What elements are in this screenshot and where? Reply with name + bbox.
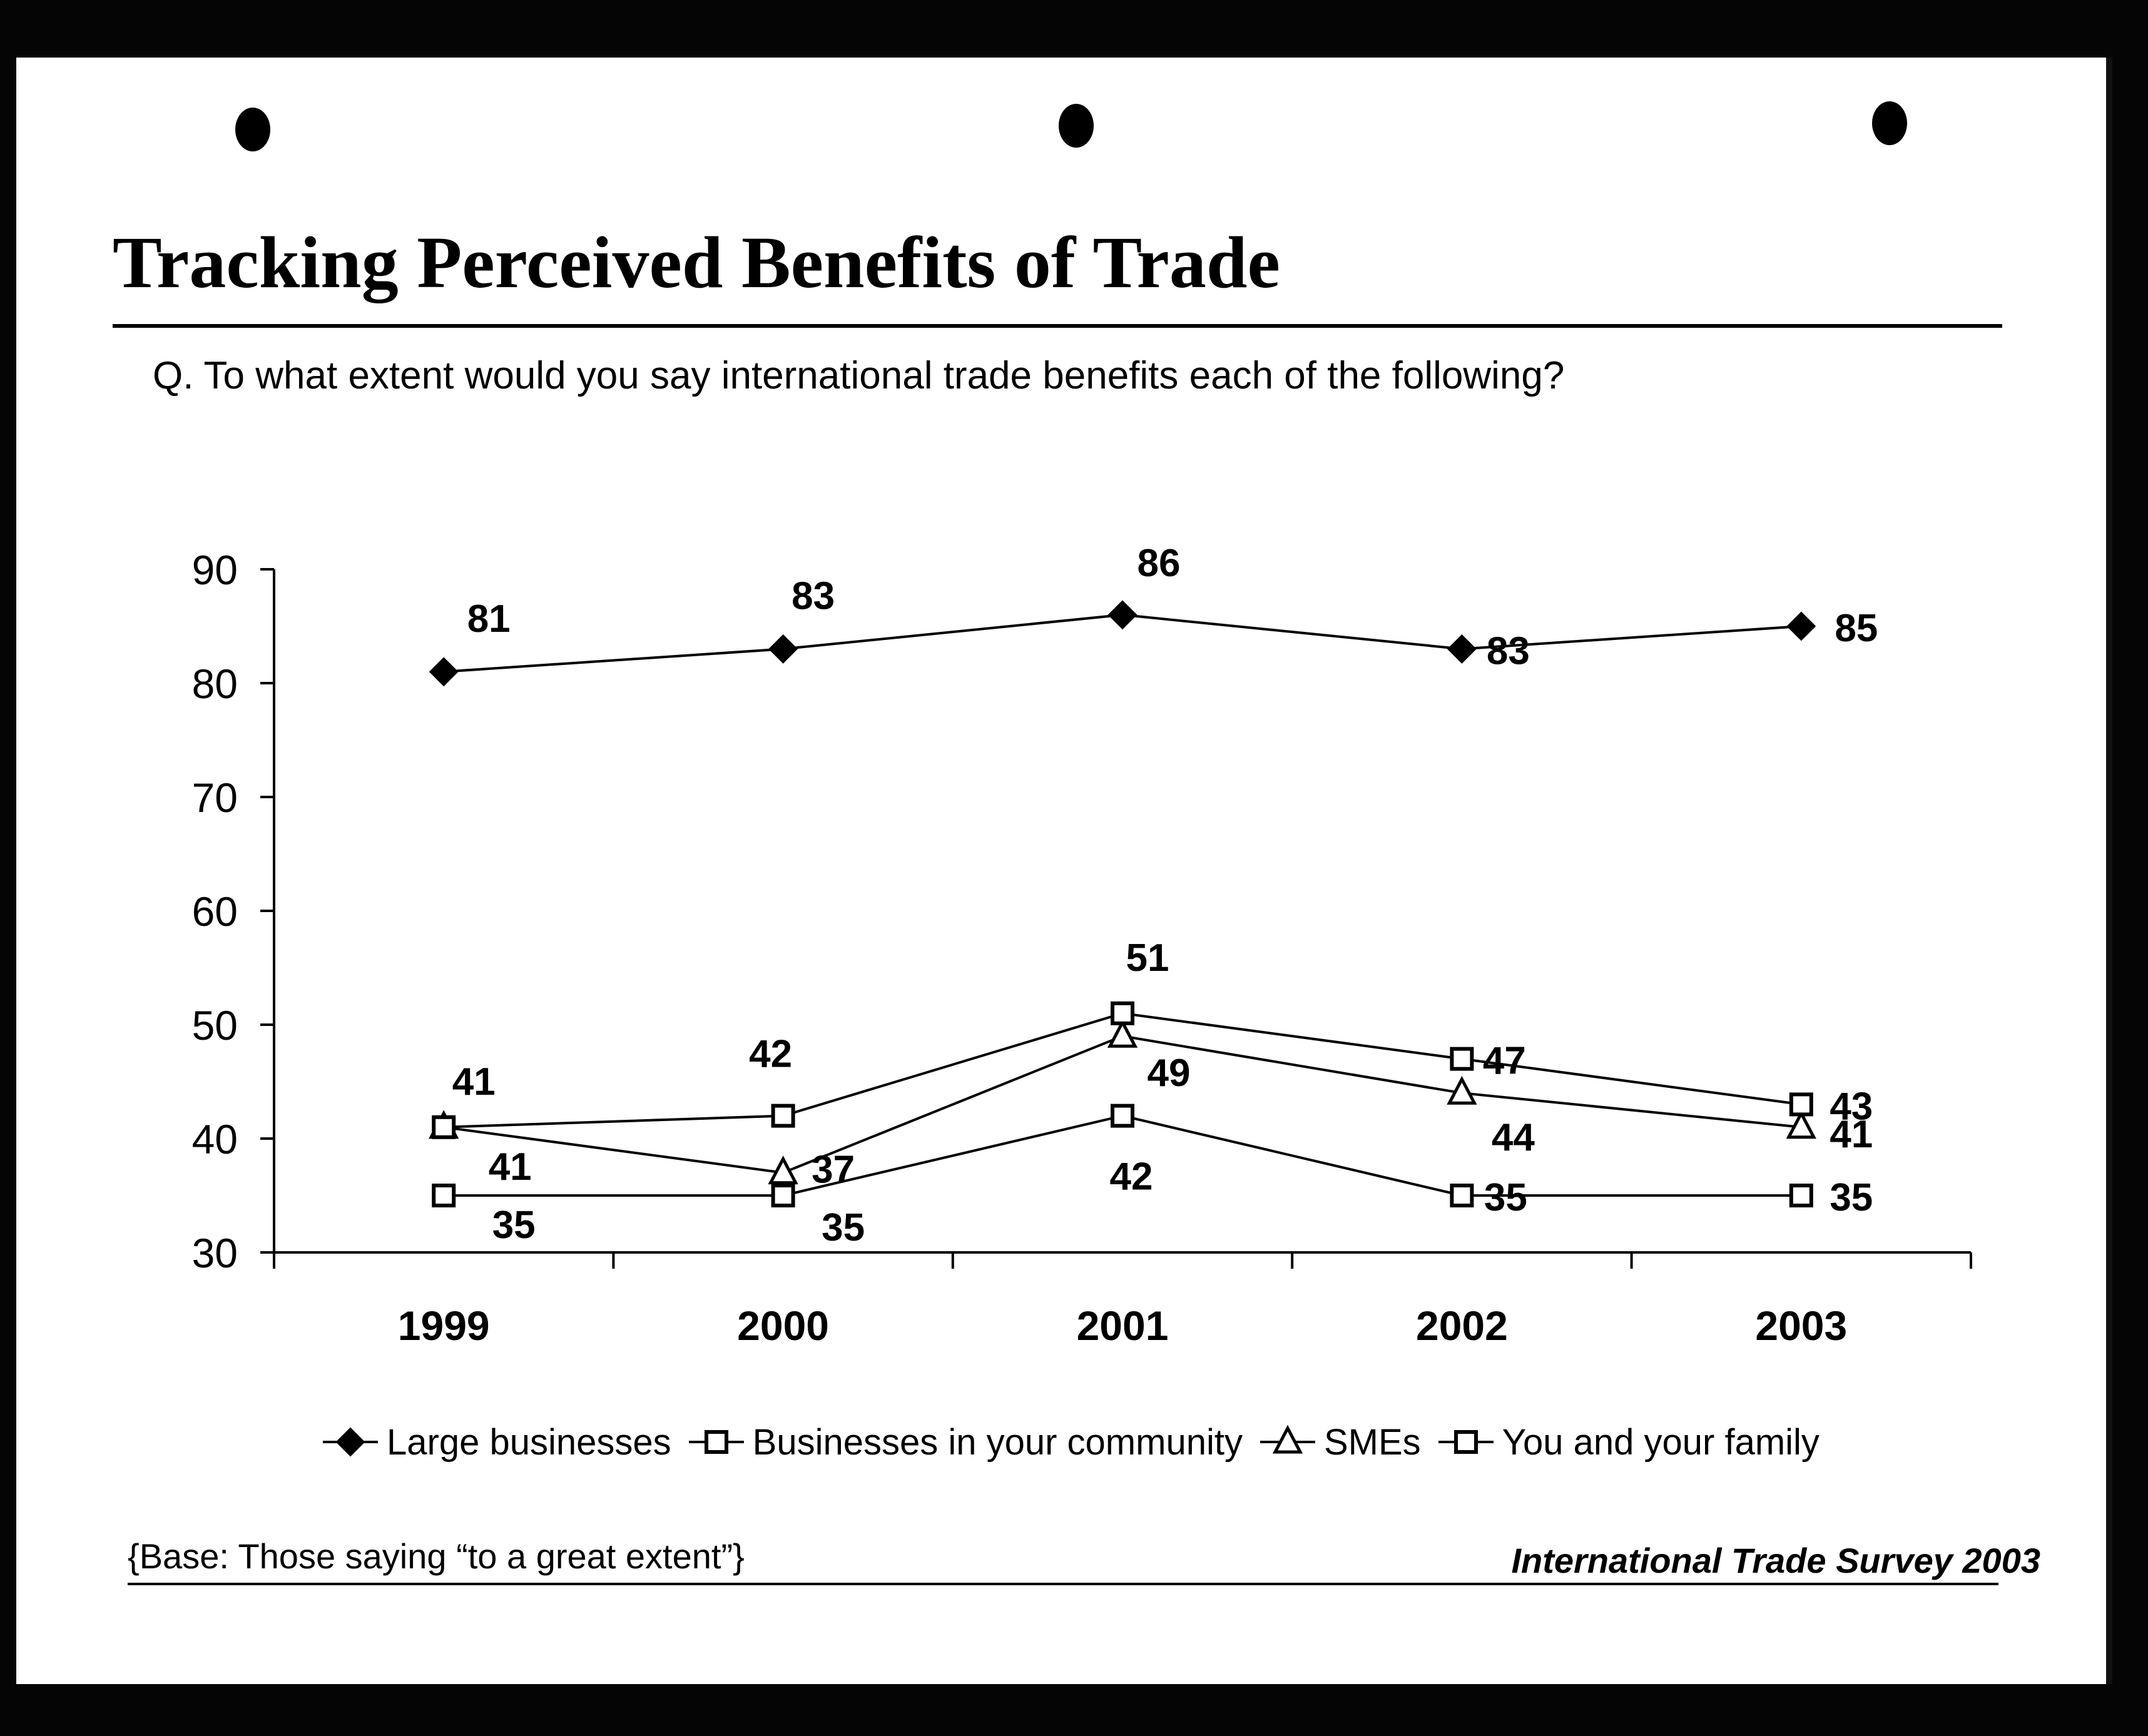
y-tick-label: 60	[192, 888, 238, 935]
data-label: 51	[1126, 937, 1169, 980]
data-point-marker	[1111, 1001, 1134, 1025]
legend-label: SMEs	[1323, 1421, 1421, 1463]
data-label: 43	[1830, 1085, 1873, 1128]
x-tick-label: 2003	[1755, 1302, 1847, 1349]
legend-swatch-icon	[688, 1430, 744, 1454]
data-label: 81	[467, 597, 511, 641]
data-label: 85	[1835, 607, 1878, 650]
legend-item: Businesses in your community	[685, 1421, 1243, 1463]
chart-title: Tracking Perceived Benefits of Trade	[113, 221, 1280, 303]
data-point-marker	[1789, 1184, 1813, 1207]
legend-swatch-icon	[323, 1427, 378, 1457]
data-label: 42	[1110, 1155, 1153, 1199]
data-point-marker	[1789, 1092, 1813, 1117]
legend-marker	[1453, 1430, 1478, 1454]
x-tick-label: 1999	[398, 1302, 490, 1349]
data-point-marker	[1450, 1184, 1474, 1207]
data-label: 49	[1148, 1052, 1191, 1095]
legend-marker	[704, 1430, 728, 1454]
source-note: International Trade Survey 2003	[1511, 1541, 2040, 1580]
y-tick-label: 40	[192, 1116, 238, 1162]
x-tick-label: 2002	[1416, 1302, 1508, 1349]
base-note: {Base: Those saying “to a great extent”}	[128, 1536, 745, 1576]
data-point-marker	[771, 1184, 795, 1207]
legend-marker	[335, 1427, 365, 1457]
chart-series	[429, 600, 1816, 1207]
data-label: 44	[1492, 1116, 1535, 1159]
data-label: 86	[1138, 542, 1181, 585]
data-point-marker	[1447, 1075, 1477, 1105]
data-label: 41	[489, 1145, 532, 1189]
data-point-marker	[771, 1104, 795, 1128]
data-label: 83	[792, 574, 835, 617]
x-tick-label: 2001	[1077, 1302, 1169, 1349]
legend-item: SMEs	[1256, 1421, 1421, 1463]
data-point-marker	[432, 1115, 456, 1139]
punch-hole-icon	[1872, 101, 1907, 145]
punch-hole-icon	[235, 108, 270, 151]
data-point-marker	[1786, 611, 1816, 641]
legend-marker	[1272, 1424, 1303, 1454]
punch-hole-icon	[1059, 104, 1094, 148]
data-point-marker	[1111, 1104, 1134, 1128]
legend-label: You and your family	[1502, 1421, 1820, 1463]
footer-divider	[128, 1583, 1998, 1585]
y-tick-label: 30	[192, 1230, 238, 1276]
data-label: 35	[1484, 1176, 1527, 1219]
data-point-marker	[1447, 634, 1477, 664]
data-point-marker	[432, 1184, 456, 1207]
data-point-marker	[768, 634, 798, 664]
y-tick-label: 50	[192, 1002, 238, 1048]
chart-legend: Large businesses Businesses in your commu…	[319, 1417, 1833, 1467]
line-chart: 30 40 50 60 70 80 90 1999 2000 2001 2002 2003 81 83 8…	[192, 542, 1972, 1349]
survey-question: Q. To what extent would you say internat…	[153, 354, 1565, 397]
data-label: 35	[822, 1206, 865, 1249]
data-label: 47	[1483, 1040, 1526, 1083]
data-point-marker	[1107, 600, 1138, 630]
legend-item: Large businesses	[319, 1421, 671, 1463]
data-point-marker	[429, 657, 459, 687]
data-label: 83	[1487, 629, 1530, 673]
data-point-marker	[1450, 1047, 1474, 1071]
x-tick-label: 2000	[737, 1302, 829, 1349]
legend-swatch-icon	[1438, 1430, 1494, 1454]
chart-axes: 30 40 50 60 70 80 90 1999 2000 2001 2002 2003	[192, 547, 1972, 1349]
data-label: 41	[1830, 1113, 1873, 1156]
y-tick-label: 90	[192, 547, 238, 593]
data-label: 35	[492, 1204, 536, 1247]
data-label: 41	[452, 1060, 496, 1104]
legend-item: You and your family	[1435, 1421, 1820, 1463]
title-divider	[113, 324, 2002, 328]
y-tick-label: 80	[192, 661, 238, 707]
legend-label: Businesses in your community	[752, 1421, 1243, 1463]
data-point-marker	[1786, 1110, 1816, 1139]
data-point-marker	[768, 1155, 798, 1185]
legend-swatch-icon	[1260, 1424, 1315, 1454]
slide-page	[16, 58, 2112, 1684]
data-point-marker	[1107, 1018, 1138, 1048]
legend-label: Large businesses	[387, 1421, 671, 1463]
data-label: 42	[749, 1033, 792, 1076]
data-label: 37	[812, 1149, 855, 1192]
y-tick-label: 70	[192, 774, 238, 821]
data-label: 35	[1830, 1176, 1873, 1219]
